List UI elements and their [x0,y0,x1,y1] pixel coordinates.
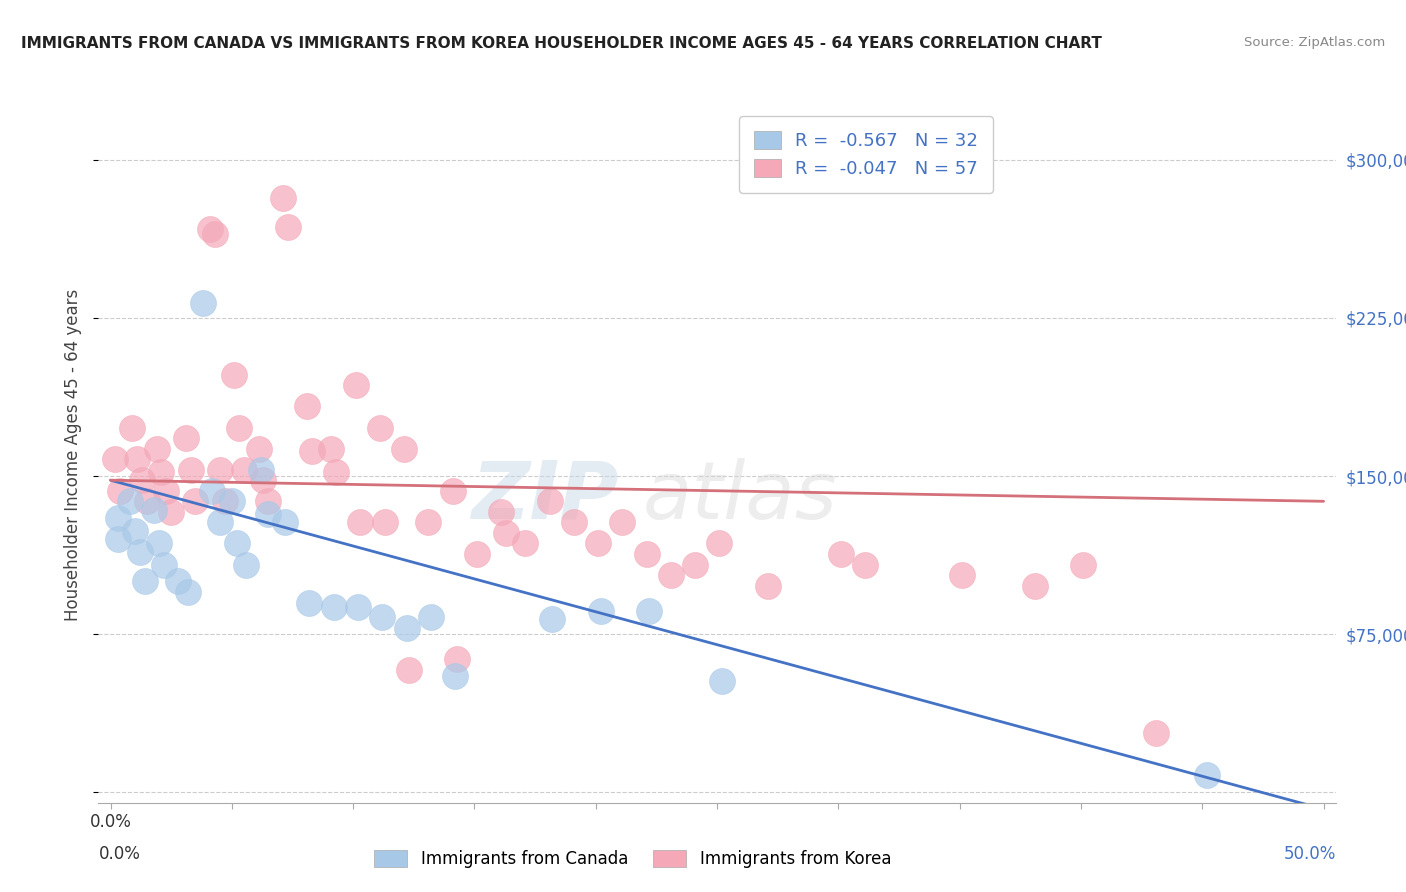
Point [612,516,634,530]
Point [131,473,153,487]
Text: 50.0%: 50.0% [1284,845,1336,863]
Point [1073,558,1095,572]
Point [368,420,391,434]
Point [1024,579,1046,593]
Point [489,505,512,519]
Point [201,483,224,498]
Point [224,368,246,382]
Point [235,558,257,572]
Point [107,533,129,547]
Point [392,442,415,456]
Point [208,463,231,477]
Point [374,516,396,530]
Point [371,610,394,624]
Point [347,599,370,614]
Point [271,191,294,205]
Point [301,443,323,458]
Text: Source: ZipAtlas.com: Source: ZipAtlas.com [1244,36,1385,49]
Point [274,516,297,530]
Point [295,400,318,414]
Y-axis label: Householder Income Ages 45 - 64 years: Householder Income Ages 45 - 64 years [65,289,83,621]
Point [134,574,156,589]
Point [136,494,159,508]
Point [225,536,247,550]
Point [252,473,274,487]
Point [127,452,149,467]
Point [853,558,876,572]
Point [659,568,682,582]
Point [177,585,200,599]
Point [638,604,661,618]
Point [709,536,731,550]
Point [257,507,280,521]
Point [208,516,231,530]
Point [562,516,585,530]
Point [160,505,183,519]
Text: atlas: atlas [643,458,838,536]
Point [107,511,129,525]
Point [104,452,127,467]
Point [418,516,440,530]
Point [538,494,561,508]
Point [349,516,371,530]
Point [110,483,132,498]
Point [419,610,441,624]
Point [441,483,464,498]
Point [148,536,170,550]
Point [1144,726,1167,740]
Point [257,494,280,508]
Point [321,442,343,456]
Point [184,494,207,508]
Point [121,420,143,434]
Point [398,663,420,677]
Text: 0.0%: 0.0% [98,845,141,863]
Point [446,652,468,666]
Point [174,431,197,445]
Point [636,547,658,561]
Point [465,547,488,561]
Point [1197,768,1219,782]
Point [145,442,167,456]
Point [153,558,176,572]
Point [444,669,467,683]
Point [950,568,973,582]
Point [541,612,564,626]
Point [180,463,202,477]
Point [214,494,236,508]
Point [344,378,367,392]
Point [191,296,214,310]
Point [830,547,852,561]
Point [250,463,273,477]
Point [589,604,612,618]
Point [325,465,347,479]
Point [228,420,250,434]
Point [118,494,141,508]
Point [495,525,517,540]
Point [128,545,150,559]
Point [143,502,166,516]
Point [221,494,243,508]
Point [167,574,190,589]
Point [515,536,537,550]
Point [124,524,146,538]
Point [198,222,221,236]
Point [710,673,733,688]
Text: ZIP: ZIP [471,458,619,536]
Point [395,621,418,635]
Point [155,483,177,498]
Point [233,463,256,477]
Point [298,595,321,609]
Point [586,536,609,550]
Legend: Immigrants from Canada, Immigrants from Korea: Immigrants from Canada, Immigrants from … [367,843,898,875]
Text: IMMIGRANTS FROM CANADA VS IMMIGRANTS FROM KOREA HOUSEHOLDER INCOME AGES 45 - 64 : IMMIGRANTS FROM CANADA VS IMMIGRANTS FRO… [21,36,1102,51]
Point [322,599,344,614]
Legend: R =  -0.567   N = 32, R =  -0.047   N = 57: R = -0.567 N = 32, R = -0.047 N = 57 [740,116,993,193]
Point [204,227,226,241]
Point [277,220,299,235]
Point [683,558,706,572]
Point [247,442,270,456]
Point [756,579,779,593]
Point [150,465,173,479]
